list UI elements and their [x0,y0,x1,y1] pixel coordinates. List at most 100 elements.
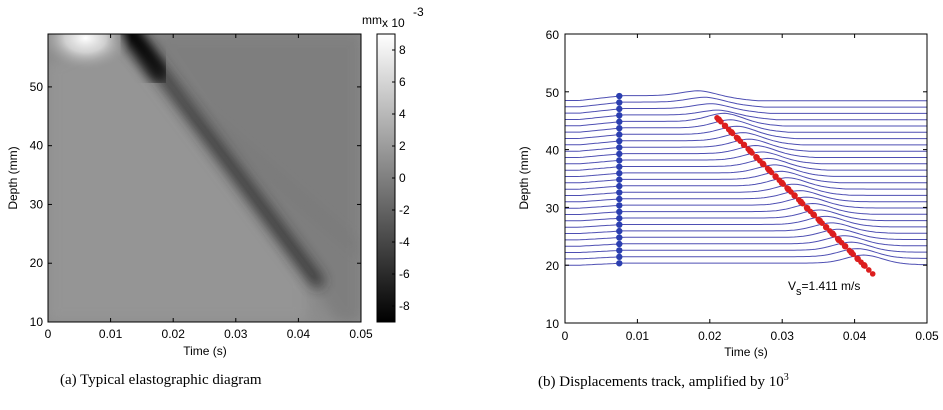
start-marker [616,137,623,145]
y-tick-label: 50 [546,86,560,100]
colorbar-tick-label: -8 [399,299,410,313]
y-tick-label: 60 [546,28,560,42]
peak-marker [749,150,755,156]
y-axis-label: Depth (mm) [6,146,20,209]
caption-a-text: Typical elastographic diagram [80,372,262,388]
peak-marker [764,165,771,172]
x-tick-label: 0.04 [843,329,867,343]
x-tick-label: 0 [562,329,569,343]
start-marker [616,221,623,228]
start-marker [616,253,623,261]
plot-frame [47,33,362,323]
x-tick-label: 0.01 [626,329,650,343]
y-axis-ticks: 10 20 30 40 50 60 [546,28,927,331]
caption-b-label: (b) [538,374,556,390]
displacement-trace [565,190,927,203]
x-axis-label: Time (s) [724,345,768,359]
start-marker [616,170,623,177]
peak-markers [714,115,876,277]
peak-marker [718,118,724,125]
start-marker [616,92,623,100]
y-tick-label: 10 [546,317,560,331]
start-marker [616,208,623,216]
start-marker [616,227,623,235]
peak-marker [827,228,833,234]
caption-b: (b) Displacements track, amplified by 10… [538,372,789,391]
displacement-trace [565,164,927,177]
colorbar-tick-label: 6 [399,75,406,89]
displacement-trace [565,90,927,102]
y-tick-label: 30 [546,201,560,215]
y-tick-label: 50 [30,80,44,94]
pre-wave-region [48,34,308,322]
x-axis-ticks: 0 0.01 0.02 0.03 0.04 0.05 [45,34,373,341]
peak-marker [866,267,872,273]
y-tick-label: 30 [30,197,44,211]
start-marker [616,195,623,203]
start-marker [616,163,623,170]
displacement-trace [565,209,927,222]
colorbar-tick-label: 0 [399,171,406,185]
colorbar-tick-label: -2 [399,203,410,217]
peak-marker [838,239,845,246]
peak-marker [753,154,759,160]
trace-lines [565,90,927,266]
caption-b-text: Displacements track, amplified by [559,374,766,390]
velocity-value: =1.411 m/s [802,279,861,293]
colorbar-exponent: -3 [413,5,424,19]
peak-marker [854,255,860,262]
start-marker [616,99,623,106]
figure-b: 0 0.01 0.02 0.03 0.04 0.05 10 20 30 40 50 60 Time … [470,0,943,410]
y-tick-label: 40 [546,144,560,158]
displacement-trace [565,109,927,121]
displacement-trace [565,241,927,253]
velocity-annotation: Vs=1.411 m/s [788,279,860,298]
start-marker [616,157,623,164]
displacement-trace [565,151,927,165]
displacement-trace [565,177,927,190]
colorbar-tick-label: -4 [399,235,410,249]
start-marker [616,118,623,125]
start-marker [616,124,623,132]
displacement-trace [565,248,927,260]
start-marker [616,131,623,138]
peak-marker [830,232,837,238]
peak-marker [792,193,798,199]
start-marker [616,247,623,254]
displacement-trace [565,119,927,133]
start-marker [616,150,623,158]
peak-marker [760,161,767,168]
colorbar-unit: mm [362,13,382,27]
faint-streak [108,34,361,254]
peak-marker [823,224,829,230]
start-marker [616,144,623,151]
peak-marker [776,177,783,184]
peak-marker [741,142,748,148]
x-tick-label: 0.02 [698,329,722,343]
start-marker [616,215,623,222]
peak-marker [757,157,763,164]
dark-wave-source [119,34,169,83]
colorbar-tick-label: -6 [399,267,410,281]
start-marker [616,182,623,190]
start-marker [616,202,623,209]
displacement-trace [565,222,927,234]
peak-marker [807,208,814,215]
y-axis-ticks: 10 20 30 40 50 [30,80,361,329]
caption-b-power-exp: 3 [783,372,789,383]
start-marker [616,105,623,113]
displacement-trace [565,138,927,152]
peak-marker [714,115,720,121]
x-tick-label: 0.05 [915,329,939,343]
peak-marker [834,235,841,242]
peak-marker [803,204,810,211]
peak-marker [799,200,806,207]
colorbar-tick-label: 4 [399,107,406,121]
x-tick-label: 0 [45,327,52,341]
displacement-trace [565,215,927,228]
peak-marker [819,220,825,226]
colorbar-tick-label: 2 [399,139,406,153]
peak-marker [795,196,802,203]
peak-marker [733,134,740,141]
